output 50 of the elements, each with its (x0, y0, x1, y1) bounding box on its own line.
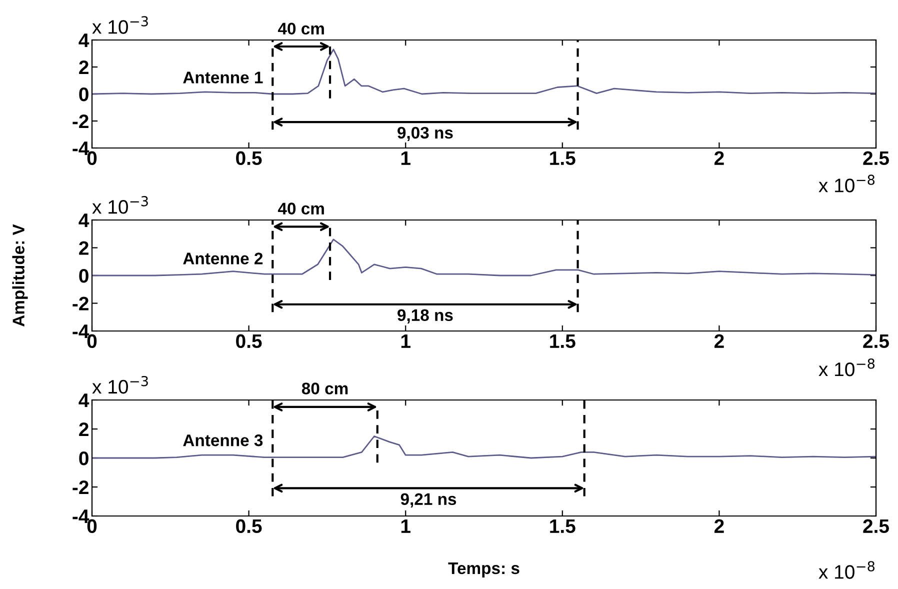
y-tick-label: -4 (72, 142, 90, 156)
text: 80 cm (302, 382, 348, 394)
annotation: Antenne 3 (183, 434, 263, 446)
x-tick-label: 2.5 (863, 151, 889, 166)
annotation: 9,21 ns (400, 493, 456, 508)
y-tick-label: 2 (79, 422, 88, 436)
y-tick-label: -4 (72, 324, 90, 338)
x-tick-label: 2.5 (863, 334, 889, 348)
line-series (92, 436, 876, 459)
text: x 10$^{−3}$ (92, 376, 148, 394)
text: 40 cm (278, 22, 324, 35)
y-tick-label: 4 (78, 394, 90, 408)
x-tick-label: 2 (714, 334, 724, 348)
x-tick-label: 1 (401, 519, 410, 533)
annotation: 9,18 ns (398, 309, 453, 324)
y-tick-label: 4 (78, 214, 90, 228)
annotation: Antenne 2 (183, 252, 263, 264)
x-tick-label: 2 (714, 151, 724, 165)
x-tick-label: 0.5 (236, 519, 262, 534)
y-tick-label: 0 (79, 268, 88, 283)
x-axis-title: Temps: s (448, 562, 520, 578)
x-tick-label: 0.5 (236, 151, 262, 166)
text: x 10$^{−8}$ (818, 561, 875, 579)
y-tick-label: -2 (72, 480, 88, 494)
annotation: Antenne 1 (183, 72, 263, 84)
x-tick-label: 1 (401, 151, 410, 165)
text: x 10$^{−3}$ (92, 16, 148, 34)
text: 40 cm (278, 202, 324, 214)
y-tick-label: 2 (79, 60, 88, 74)
x-tick-label: 1.5 (550, 334, 576, 348)
x-tick-label: 1.5 (550, 519, 576, 534)
x-tick-label: 2.5 (863, 519, 889, 534)
text: x 10$^{−8}$ (818, 358, 875, 376)
text: x 10$^{−8}$ (818, 174, 875, 192)
x-tick-label: 2 (714, 519, 724, 533)
y-tick-label: -4 (72, 510, 90, 524)
y-axis-title: Amplitude: V (12, 224, 28, 326)
y-tick-label: 2 (79, 241, 88, 255)
text: x 10$^{−3}$ (92, 196, 148, 214)
y-tick-label: -2 (72, 296, 88, 310)
line-series (92, 238, 876, 276)
x-tick-label: 1 (401, 334, 410, 348)
y-tick-label: 0 (79, 451, 88, 466)
x-tick-label: 0.5 (236, 334, 262, 348)
y-tick-label: 0 (79, 87, 88, 102)
x-tick-label: 1.5 (550, 151, 576, 166)
y-tick-label: 4 (78, 34, 90, 48)
annotation: 9,03 ns (398, 126, 453, 142)
line-series (92, 48, 876, 95)
y-tick-label: -2 (72, 114, 88, 128)
